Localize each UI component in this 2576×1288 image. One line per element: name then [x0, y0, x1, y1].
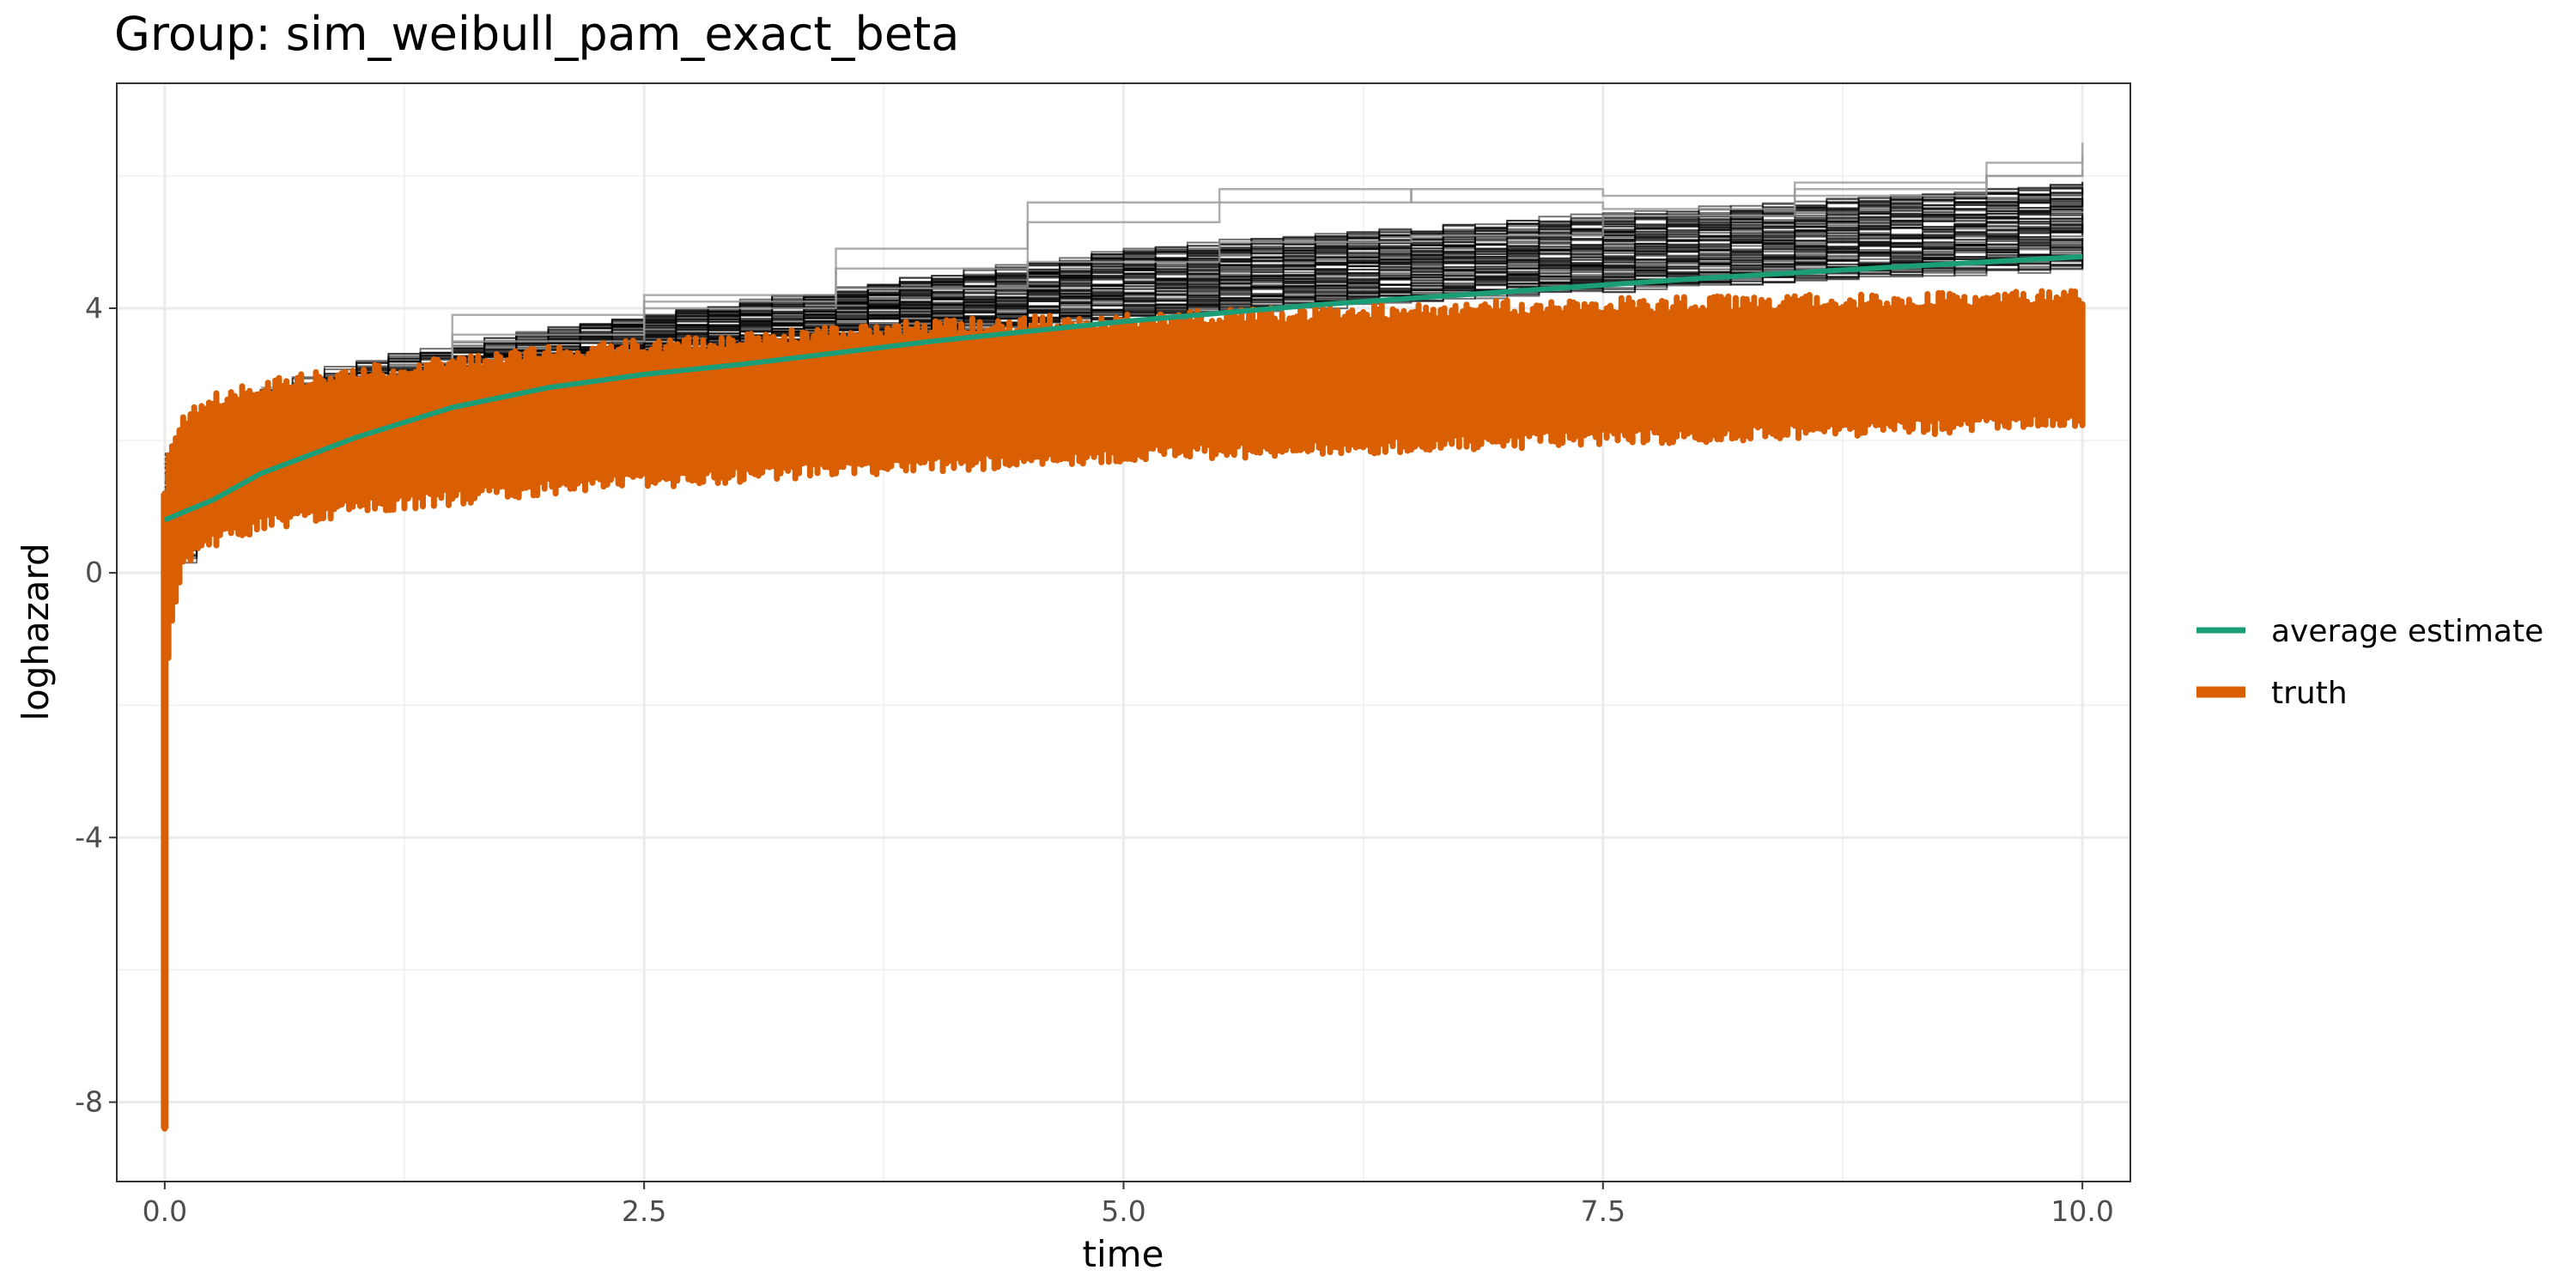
x-axis-title: time — [1083, 1233, 1164, 1275]
truth-series — [161, 288, 2086, 1132]
y-tick-label: -8 — [75, 1085, 103, 1119]
x-tick-label: 5.0 — [1101, 1194, 1145, 1228]
x-tick-label: 2.5 — [622, 1194, 666, 1228]
x-tick-label: 0.0 — [143, 1194, 187, 1228]
estimate-run-line — [164, 184, 2084, 454]
average-estimate-line — [163, 253, 2083, 523]
estimate-run-outlier-line — [260, 155, 2084, 403]
legend-label: average estimate — [2271, 614, 2543, 649]
x-tick-label: 7.5 — [1581, 1194, 1625, 1228]
y-tick-label: -4 — [75, 820, 103, 854]
data-layer — [161, 143, 2086, 1132]
legend-label: truth — [2271, 676, 2348, 711]
chart-title: Group: sim_weibull_pam_exact_beta — [114, 7, 959, 61]
axes: 0.0 2.5 5.0 7.5 10.0 -8 -4 0 4 — [75, 291, 2114, 1228]
y-axis-title: loghazard — [15, 543, 57, 720]
legend: average estimate truth — [2196, 614, 2543, 711]
y-tick-label: 4 — [85, 291, 103, 325]
estimate-run-line — [164, 182, 2084, 456]
x-tick-label: 10.0 — [2050, 1194, 2113, 1228]
y-tick-label: 0 — [85, 556, 103, 589]
